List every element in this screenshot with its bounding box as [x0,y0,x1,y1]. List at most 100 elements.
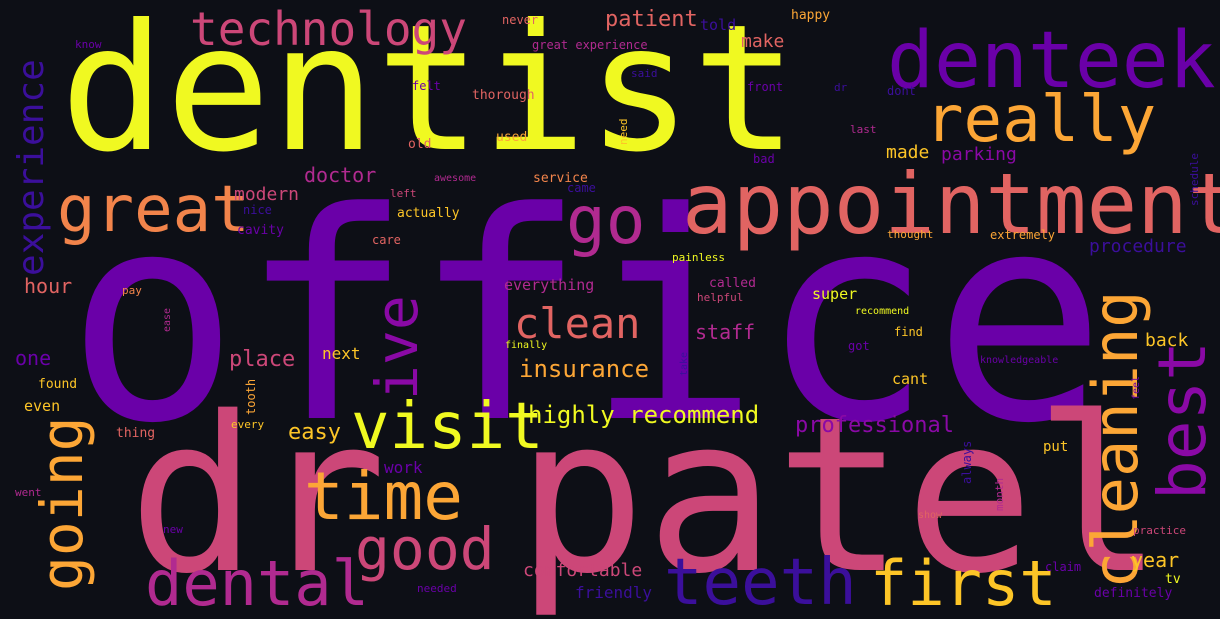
word-modern: modern [234,184,300,205]
word-cleaning: cleaning [1079,290,1152,589]
word-found: found [38,377,78,392]
word-work: work [384,458,423,477]
word-best: best [1144,341,1220,500]
word-finally: finally [505,340,548,351]
word-thing: thing [116,426,156,441]
word-told: told [700,16,737,34]
word-office: office [66,151,1107,486]
word-awesome: awesome [434,173,477,184]
word-teeth: teeth [664,546,857,619]
word-recommend: recommend [855,306,910,317]
word-ive: ive [363,295,431,400]
word-used: used [496,130,528,145]
word-thought: thought [887,228,934,241]
word-got: got [848,339,870,353]
word-old: old [408,137,432,152]
word-actually: actually [397,206,460,221]
word-hour: hour [24,274,73,298]
word-practice: practice [1133,524,1186,537]
word-year: year [1131,548,1180,572]
word-technology: technology [190,2,467,56]
word-made: made [886,142,930,163]
word-said: said [631,67,658,80]
word-care: care [372,233,401,247]
word-ease: ease [162,307,173,332]
word-doctor: doctor [304,163,377,187]
word-visit: visit [351,390,544,464]
word-friendly: friendly [575,583,653,602]
word-came: came [567,181,596,195]
word-show: show [918,510,943,521]
word-one: one [15,346,52,370]
word-patient: patient [605,7,698,32]
word-called: called [709,276,756,291]
word-felt: felt [412,79,441,93]
word-first: first [870,547,1057,619]
word-bad: bad [753,152,775,166]
word-dr-patel: dr patel [128,370,1164,619]
word-helpful: helpful [697,291,744,304]
word-go: go [566,182,646,259]
word-thorough: thorough [472,88,535,103]
word-everything: everything [504,276,595,294]
word-cant: cant [892,370,929,388]
word-denteek: denteek [887,16,1216,106]
word-clean: clean [514,299,641,348]
word-new: new [163,523,183,536]
word-knowledgeable: knowledgeable [980,355,1059,366]
word-even: even [24,397,61,415]
word-went: went [15,486,42,499]
word-parking: parking [941,144,1017,165]
word-every: every [231,418,265,431]
word-procedure: procedure [1089,236,1187,257]
word-comfortable: comfortable [523,560,643,581]
word-painless: painless [672,251,725,264]
word-dentist: dentist [60,0,798,191]
word-always: always [960,440,974,484]
word-time: time [304,458,463,535]
word-professional: professional [795,413,954,438]
word-highly-recommend: highly recommend [528,401,760,429]
word-great-experience: great experience [532,38,648,52]
word-tv: tv [1165,572,1181,587]
word-extremely: extremely [990,228,1056,242]
word-last: last [850,123,877,136]
word-place: place [229,347,296,372]
word-service: service [533,171,588,186]
word-needed: needed [417,582,457,595]
word-next: next [322,344,361,363]
word-feel: feel [1131,375,1142,400]
word-definitely: definitely [1094,586,1173,601]
word-back: back [1145,330,1189,351]
word-tooth: tooth [244,378,258,415]
word-dr: dr [834,81,848,94]
word-month: month [993,477,1006,511]
word-cavity: cavity [237,223,284,238]
word-appointment: appointment [682,155,1220,253]
word-take: take [679,351,690,376]
word-need: need [617,118,630,146]
word-never: never [502,13,539,27]
word-staff: staff [695,320,756,344]
word-know: know [75,38,102,51]
word-pay: pay [122,284,142,297]
word-going: going [28,416,96,591]
word-experience: experience [11,59,52,276]
word-make: make [741,31,785,52]
word-insurance: insurance [519,355,650,383]
word-claim: claim [1045,560,1082,574]
word-happy: happy [791,8,831,23]
word-put: put [1043,439,1069,455]
word-great: great [57,173,250,247]
word-front: front [747,80,784,94]
word-nice: nice [243,203,272,217]
word-find: find [894,325,923,339]
word-dont: dont [887,84,916,98]
word-good: good [355,515,495,583]
word-super: super [812,285,858,303]
word-left: left [390,187,417,200]
word-really: really [925,83,1157,157]
word-schedule: schedule [1188,153,1201,206]
word-dental: dental [145,547,369,619]
